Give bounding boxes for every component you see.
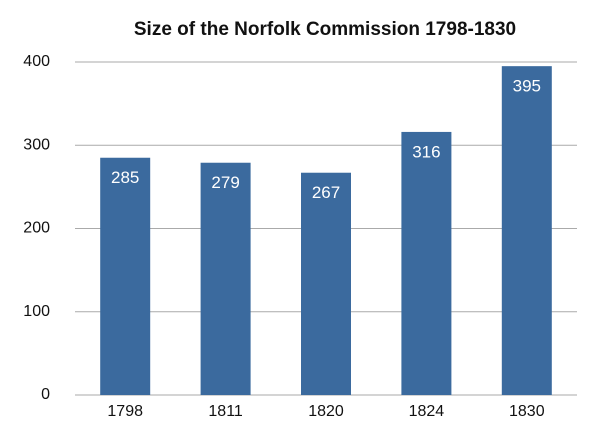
y-tick-label: 300: [23, 136, 50, 153]
y-tick-label: 100: [23, 303, 50, 320]
x-tick-label: 1824: [409, 403, 445, 420]
x-tick-label: 1811: [208, 403, 243, 420]
x-tick-label: 1798: [107, 403, 143, 420]
bar: [401, 131, 452, 395]
value-label: 316: [412, 142, 440, 161]
chart-title: Size of the Norfolk Commission 1798-1830: [134, 19, 516, 40]
value-label: 285: [111, 168, 139, 187]
x-tick-label: 1830: [509, 403, 545, 420]
bar: [200, 162, 251, 395]
bar: [501, 66, 552, 395]
y-tick-label: 400: [23, 53, 50, 70]
bar: [301, 172, 351, 395]
value-label: 267: [312, 183, 340, 202]
value-label: 279: [211, 173, 239, 192]
bar: [100, 157, 151, 395]
value-label: 395: [513, 77, 541, 96]
y-tick-label: 200: [23, 220, 50, 237]
x-tick-label: 1820: [308, 403, 344, 420]
y-tick-label: 0: [41, 386, 50, 403]
